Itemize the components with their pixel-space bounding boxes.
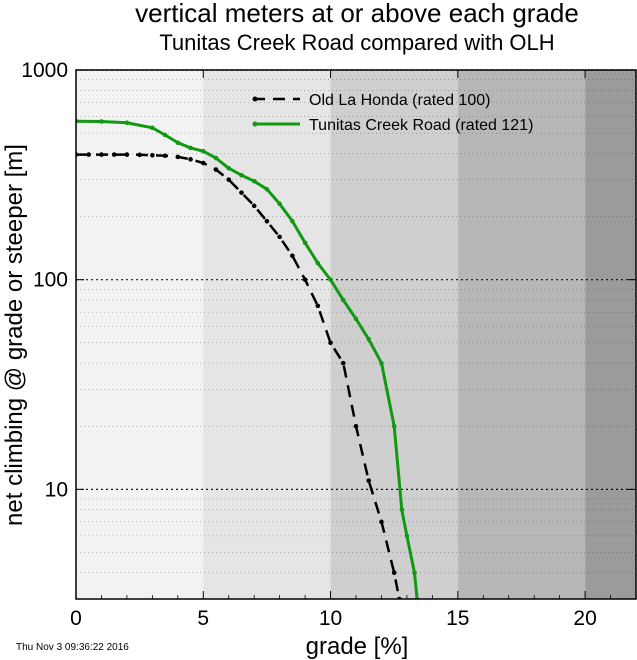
- series-line-0: [76, 153, 401, 599]
- data-point: [251, 203, 257, 209]
- data-point: [213, 155, 219, 161]
- chart-title: vertical meters at or above each grade: [135, 0, 579, 28]
- data-point: [277, 201, 282, 207]
- data-point: [366, 478, 372, 483]
- data-point: [200, 160, 206, 166]
- data-point: [353, 316, 359, 322]
- data-point: [150, 125, 155, 131]
- data-point: [412, 570, 417, 576]
- x-tick-label: 5: [197, 607, 209, 630]
- background-band-4: [585, 70, 636, 599]
- data-point: [86, 152, 92, 157]
- data-point: [213, 167, 219, 172]
- data-point: [175, 154, 181, 160]
- x-tick-label: 10: [319, 607, 342, 630]
- data-point: [226, 177, 232, 182]
- legend-marker-tunitas-creek: [252, 121, 258, 127]
- data-point: [302, 277, 308, 282]
- data-point: [175, 140, 181, 146]
- data-point: [188, 145, 193, 151]
- data-point: [150, 152, 155, 158]
- data-point: [353, 423, 359, 429]
- data-point: [340, 360, 346, 366]
- y-tick-label: 1000: [21, 59, 68, 82]
- series-layer: [76, 118, 420, 599]
- data-point: [188, 157, 193, 162]
- y-tick-label: 10: [45, 478, 68, 501]
- data-point: [226, 165, 232, 171]
- data-point: [340, 297, 346, 303]
- data-point: [404, 533, 410, 539]
- data-point: [264, 218, 270, 224]
- data-point: [379, 360, 384, 366]
- y-axis-label: net climbing @ grade or steeper [m]: [1, 144, 28, 526]
- data-point: [111, 152, 117, 157]
- data-point: [328, 340, 333, 346]
- data-point: [162, 153, 168, 159]
- data-point: [290, 253, 295, 259]
- series-1: [76, 118, 420, 599]
- data-point: [302, 240, 308, 246]
- legend-marker-old-la-honda: [252, 96, 258, 102]
- data-point: [366, 336, 372, 342]
- data-point: [315, 303, 321, 309]
- data-point: [379, 519, 384, 525]
- legend: Old La Honda (rated 100) Tunitas Creek R…: [252, 92, 533, 134]
- x-tick-label: 0: [70, 607, 82, 630]
- data-point: [328, 277, 333, 282]
- data-point: [99, 119, 104, 124]
- background-band-3: [457, 70, 586, 599]
- legend-label-old-la-honda: Old La Honda (rated 100): [309, 92, 490, 109]
- timestamp: Thu Nov 3 09:36:22 2016: [16, 642, 129, 653]
- background-band-2: [330, 70, 458, 599]
- data-point: [391, 423, 397, 429]
- x-tick-label: 20: [573, 607, 596, 630]
- x-tick-label: 15: [446, 607, 469, 630]
- background-bands: [76, 70, 636, 599]
- background-band-0: [76, 70, 204, 599]
- data-point: [277, 234, 282, 240]
- legend-label-tunitas-creek: Tunitas Creek Road (rated 121): [309, 117, 533, 134]
- y-tick-label: 100: [33, 269, 68, 292]
- data-point: [315, 260, 321, 266]
- data-point: [290, 218, 295, 224]
- data-point: [264, 186, 270, 192]
- data-point: [399, 507, 405, 512]
- data-point: [239, 172, 244, 178]
- data-point: [391, 570, 397, 576]
- data-point: [99, 152, 104, 157]
- data-point: [124, 152, 130, 157]
- data-point: [137, 152, 142, 158]
- chart-subtitle: Tunitas Creek Road compared with OLH: [159, 30, 554, 55]
- data-point: [239, 190, 244, 195]
- data-point: [251, 178, 257, 184]
- x-axis-label: grade [%]: [306, 633, 409, 660]
- legend-entry-old-la-honda: Old La Honda (rated 100): [252, 92, 490, 109]
- background-band-1: [203, 70, 331, 599]
- axis-ticks: 0 5 10 15 20 10 100 1000: [21, 59, 636, 630]
- legend-entry-tunitas-creek: Tunitas Creek Road (rated 121): [252, 117, 533, 134]
- data-point: [200, 148, 206, 154]
- data-point: [124, 120, 130, 126]
- data-point: [162, 132, 168, 138]
